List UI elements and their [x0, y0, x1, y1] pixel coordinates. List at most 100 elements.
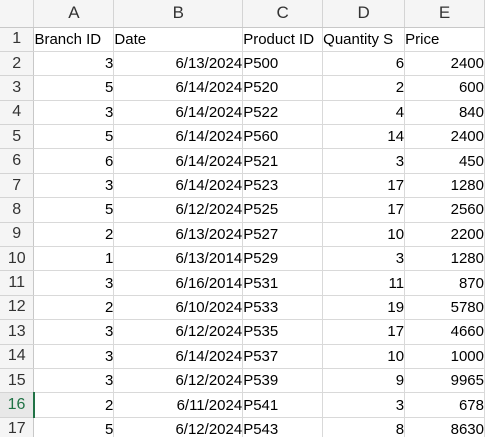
cell-d4[interactable]: 4 — [322, 100, 406, 126]
cell-d8[interactable]: 17 — [322, 197, 406, 223]
cell-c14[interactable]: P537 — [242, 344, 324, 369]
cell-c11[interactable]: P531 — [242, 270, 324, 296]
cell-b10[interactable]: 6/13/2014 — [113, 246, 244, 272]
cell-e6[interactable]: 450 — [404, 148, 485, 174]
row-header[interactable]: 13 — [0, 319, 35, 345]
cell-a5[interactable]: 5 — [33, 124, 115, 150]
cell-a3[interactable]: 5 — [33, 75, 115, 101]
cell-c16[interactable]: P541 — [242, 392, 324, 418]
cell-c2[interactable]: P500 — [242, 51, 324, 77]
column-header-c[interactable]: C — [242, 0, 324, 28]
row-header[interactable]: 9 — [0, 222, 35, 248]
column-header-b[interactable]: B — [113, 0, 244, 28]
cell-a10[interactable]: 1 — [33, 246, 115, 272]
row-header[interactable]: 7 — [0, 173, 35, 199]
cell-d14[interactable]: 10 — [322, 344, 406, 369]
cell-b6[interactable]: 6/14/2024 — [113, 148, 244, 174]
cell-e1[interactable]: Price — [404, 27, 485, 52]
cell-c3[interactable]: P520 — [242, 75, 324, 101]
cell-a13[interactable]: 3 — [33, 319, 115, 345]
column-header-e[interactable]: E — [404, 0, 485, 28]
cell-e3[interactable]: 600 — [404, 75, 485, 101]
cell-a2[interactable]: 3 — [33, 51, 115, 77]
cell-e8[interactable]: 2560 — [404, 197, 485, 223]
cell-a8[interactable]: 5 — [33, 197, 115, 223]
row-header[interactable]: 17 — [0, 417, 35, 437]
cell-d17[interactable]: 8 — [322, 417, 406, 437]
cell-b16[interactable]: 6/11/2024 — [113, 392, 244, 418]
cell-a17[interactable]: 5 — [33, 417, 115, 437]
cell-e12[interactable]: 5780 — [404, 295, 485, 321]
cell-e2[interactable]: 2400 — [404, 51, 485, 77]
cell-d10[interactable]: 3 — [322, 246, 406, 272]
column-header-d[interactable]: D — [322, 0, 406, 28]
select-all-corner[interactable] — [0, 0, 35, 28]
cell-d11[interactable]: 11 — [322, 270, 406, 296]
cell-a14[interactable]: 3 — [33, 344, 115, 369]
cell-a1[interactable]: Branch ID — [33, 27, 115, 52]
cell-a15[interactable]: 3 — [33, 368, 115, 394]
cell-b3[interactable]: 6/14/2024 — [113, 75, 244, 101]
cell-a6[interactable]: 6 — [33, 148, 115, 174]
cell-e11[interactable]: 870 — [404, 270, 485, 296]
cell-c6[interactable]: P521 — [242, 148, 324, 174]
row-header[interactable]: 14 — [0, 344, 35, 369]
cell-b8[interactable]: 6/12/2024 — [113, 197, 244, 223]
cell-d7[interactable]: 17 — [322, 173, 406, 199]
cell-d9[interactable]: 10 — [322, 222, 406, 248]
cell-b7[interactable]: 6/14/2024 — [113, 173, 244, 199]
cell-a9[interactable]: 2 — [33, 222, 115, 248]
cell-e4[interactable]: 840 — [404, 100, 485, 126]
row-header[interactable]: 5 — [0, 124, 35, 150]
cell-a4[interactable]: 3 — [33, 100, 115, 126]
cell-c9[interactable]: P527 — [242, 222, 324, 248]
row-header[interactable]: 3 — [0, 75, 35, 101]
row-header[interactable]: 4 — [0, 100, 35, 126]
cell-c4[interactable]: P522 — [242, 100, 324, 126]
column-header-a[interactable]: A — [33, 0, 115, 28]
row-header[interactable]: 11 — [0, 270, 35, 296]
row-header[interactable]: 6 — [0, 148, 35, 174]
cell-d15[interactable]: 9 — [322, 368, 406, 394]
cell-d6[interactable]: 3 — [322, 148, 406, 174]
cell-e16[interactable]: 678 — [404, 392, 485, 418]
cell-b2[interactable]: 6/13/2024 — [113, 51, 244, 77]
cell-d13[interactable]: 17 — [322, 319, 406, 345]
cell-a7[interactable]: 3 — [33, 173, 115, 199]
cell-b13[interactable]: 6/12/2024 — [113, 319, 244, 345]
cell-d16[interactable]: 3 — [322, 392, 406, 418]
cell-b4[interactable]: 6/14/2024 — [113, 100, 244, 126]
cell-d1[interactable]: Quantity S — [322, 27, 406, 52]
cell-d12[interactable]: 19 — [322, 295, 406, 321]
cell-c8[interactable]: P525 — [242, 197, 324, 223]
cell-a12[interactable]: 2 — [33, 295, 115, 321]
cell-e15[interactable]: 9965 — [404, 368, 485, 394]
cell-c10[interactable]: P529 — [242, 246, 324, 272]
cell-e9[interactable]: 2200 — [404, 222, 485, 248]
row-header[interactable]: 16 — [0, 392, 35, 418]
cell-b17[interactable]: 6/12/2024 — [113, 417, 244, 437]
cell-e10[interactable]: 1280 — [404, 246, 485, 272]
row-header[interactable]: 8 — [0, 197, 35, 223]
cell-c13[interactable]: P535 — [242, 319, 324, 345]
cell-b1[interactable]: Date — [113, 27, 244, 52]
cell-b9[interactable]: 6/13/2024 — [113, 222, 244, 248]
cell-a16[interactable]: 2 — [33, 392, 115, 418]
row-header[interactable]: 12 — [0, 295, 35, 321]
row-header[interactable]: 15 — [0, 368, 35, 394]
cell-b12[interactable]: 6/10/2024 — [113, 295, 244, 321]
cell-b14[interactable]: 6/14/2024 — [113, 344, 244, 369]
row-header[interactable]: 2 — [0, 51, 35, 77]
cell-c12[interactable]: P533 — [242, 295, 324, 321]
cell-e13[interactable]: 4660 — [404, 319, 485, 345]
cell-e7[interactable]: 1280 — [404, 173, 485, 199]
cell-a11[interactable]: 3 — [33, 270, 115, 296]
cell-c7[interactable]: P523 — [242, 173, 324, 199]
cell-e14[interactable]: 1000 — [404, 344, 485, 369]
row-header[interactable]: 1 — [0, 27, 35, 52]
cell-b5[interactable]: 6/14/2024 — [113, 124, 244, 150]
cell-b15[interactable]: 6/12/2024 — [113, 368, 244, 394]
cell-d5[interactable]: 14 — [322, 124, 406, 150]
cell-d2[interactable]: 6 — [322, 51, 406, 77]
